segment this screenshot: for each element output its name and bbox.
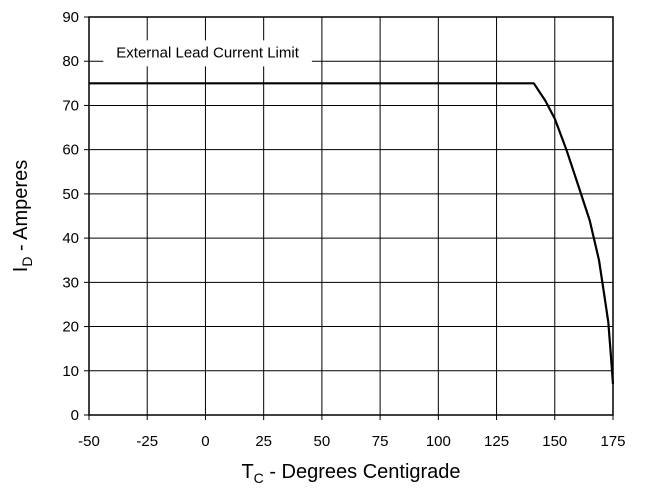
y-tick-label-9: 90 (62, 9, 79, 26)
y-axis-title: ID - Amperes (10, 160, 35, 272)
x-axis-title: TC - Degrees Centigrade (241, 461, 460, 486)
x-tick-label-5: 75 (372, 433, 389, 450)
x-tick-label-1: -25 (136, 433, 158, 450)
x-tick-label-7: 125 (484, 433, 509, 450)
annotation-label: External Lead Current Limit (116, 44, 299, 61)
y-tick-label-5: 50 (62, 186, 79, 203)
plot-frame (88, 16, 614, 416)
series-group (89, 82, 615, 385)
x-tick-label-8: 150 (542, 433, 567, 450)
x-tick-label-0: -50 (78, 433, 100, 450)
x-axis-title-sub: C (254, 470, 264, 486)
x-tick-label-3: 25 (255, 433, 272, 450)
y-tick-label-2: 20 (62, 319, 79, 336)
y-axis-title-main: I (10, 267, 32, 273)
y-axis-title-rest: - Amperes (10, 160, 32, 257)
x-tick-labels: -50 -25 0 25 50 75 100 125 150 175 (78, 415, 626, 450)
annotation-group: External Lead Current Limit (103, 40, 312, 67)
y-tick-label-6: 60 (62, 142, 79, 159)
x-tick-label-2: 0 (201, 433, 209, 450)
annotation-box (103, 40, 312, 67)
x-tick-label-4: 50 (314, 433, 331, 450)
y-tick-label-3: 30 (62, 274, 79, 291)
y-axis-title-sub: D (19, 257, 35, 267)
y-tick-labels: 0 10 20 30 40 50 60 70 80 90 (62, 9, 89, 424)
x-tick-label-6: 100 (426, 433, 451, 450)
y-tick-label-0: 0 (71, 407, 79, 424)
y-tick-label-1: 10 (62, 363, 79, 380)
y-tick-label-4: 40 (62, 230, 79, 247)
x-axis-title-main: T (241, 461, 253, 483)
x-axis-title-rest: - Degrees Centigrade (264, 461, 461, 483)
series-line-0 (89, 82, 615, 385)
y-tick-label-8: 80 (62, 53, 79, 70)
y-tick-label-7: 70 (62, 97, 79, 114)
x-tick-label-9: 175 (600, 433, 625, 450)
